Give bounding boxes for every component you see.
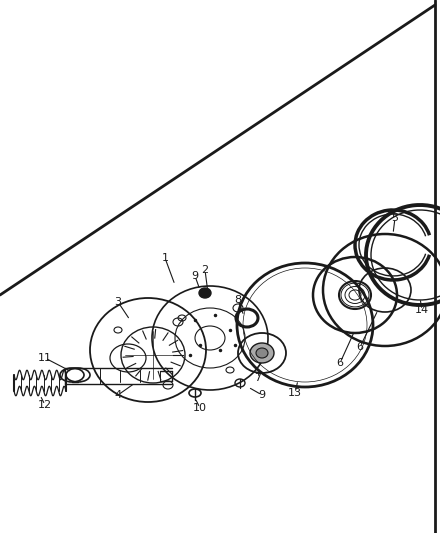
Text: 10: 10 — [193, 403, 207, 413]
Text: 13: 13 — [288, 388, 302, 398]
Text: 6: 6 — [337, 358, 344, 368]
Text: 12: 12 — [38, 400, 52, 410]
Text: 2: 2 — [202, 265, 209, 275]
Text: 9: 9 — [258, 390, 266, 400]
Text: 1: 1 — [161, 253, 169, 263]
Text: 14: 14 — [415, 305, 429, 315]
Ellipse shape — [250, 343, 274, 363]
Text: 9: 9 — [191, 271, 198, 281]
Ellipse shape — [256, 348, 268, 358]
Text: 6: 6 — [356, 342, 363, 352]
Text: 4: 4 — [114, 390, 121, 400]
Text: 11: 11 — [38, 353, 52, 363]
Ellipse shape — [199, 288, 211, 298]
Text: 3: 3 — [114, 297, 121, 307]
Text: 5: 5 — [392, 213, 399, 223]
Text: 8: 8 — [235, 295, 242, 305]
Text: 7: 7 — [254, 373, 261, 383]
